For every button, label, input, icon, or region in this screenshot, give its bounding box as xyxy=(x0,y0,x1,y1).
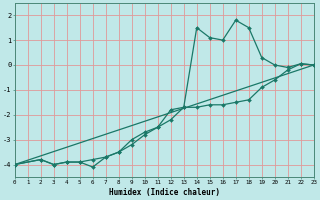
X-axis label: Humidex (Indice chaleur): Humidex (Indice chaleur) xyxy=(109,188,220,197)
